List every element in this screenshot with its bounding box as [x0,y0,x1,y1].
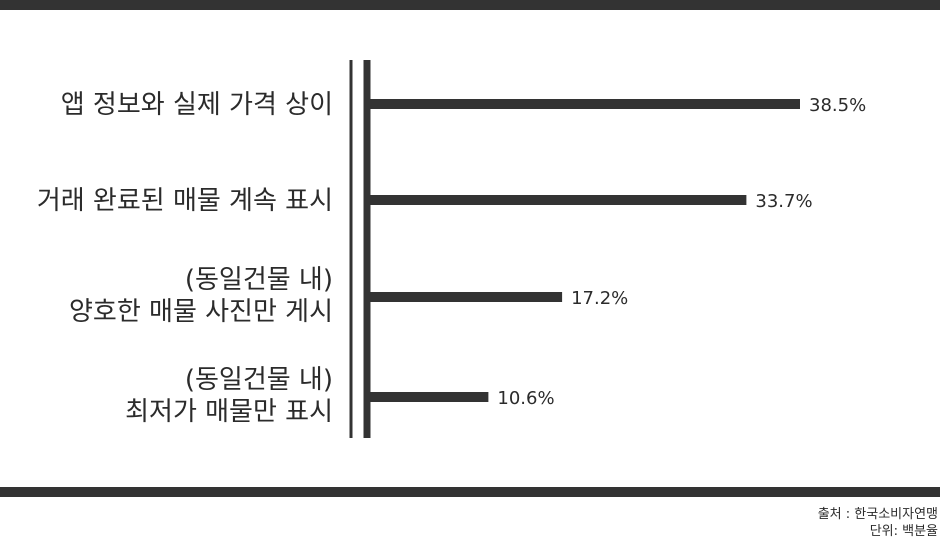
category-label-2-1: 양호한 매물 사진만 게시 [69,297,333,327]
category-label-3-1: 최저가 매물만 표시 [125,397,333,427]
value-label-1: 33.7% [755,191,812,212]
bar-0 [370,99,800,109]
category-label-1-0: 거래 완료된 매물 계속 표시 [37,186,333,216]
value-label-0: 38.5% [809,95,866,116]
bar-chart: 38.5% 앱 정보와 실제 가격 상이 33.7% 거래 완료된 매물 계속 표시 1… [37,60,866,438]
bar-2 [370,292,563,302]
category-label-0-0: 앱 정보와 실제 가격 상이 [61,90,333,120]
value-label-3: 10.6% [497,388,554,409]
category-label-2-0: (동일건물 내) [185,265,333,295]
value-label-2: 17.2% [571,288,628,309]
unit-note: 단위: 백분율 [869,524,938,539]
category-label-3-0: (동일건물 내) [185,365,333,395]
bottom-border [0,487,940,497]
source-note: 출처 : 한국소비자연맹 [817,507,938,522]
footer: 출처 : 한국소비자연맹 단위: 백분율 [818,506,938,540]
top-border [0,0,940,10]
bar-3 [370,392,489,402]
bar-1 [370,195,747,205]
